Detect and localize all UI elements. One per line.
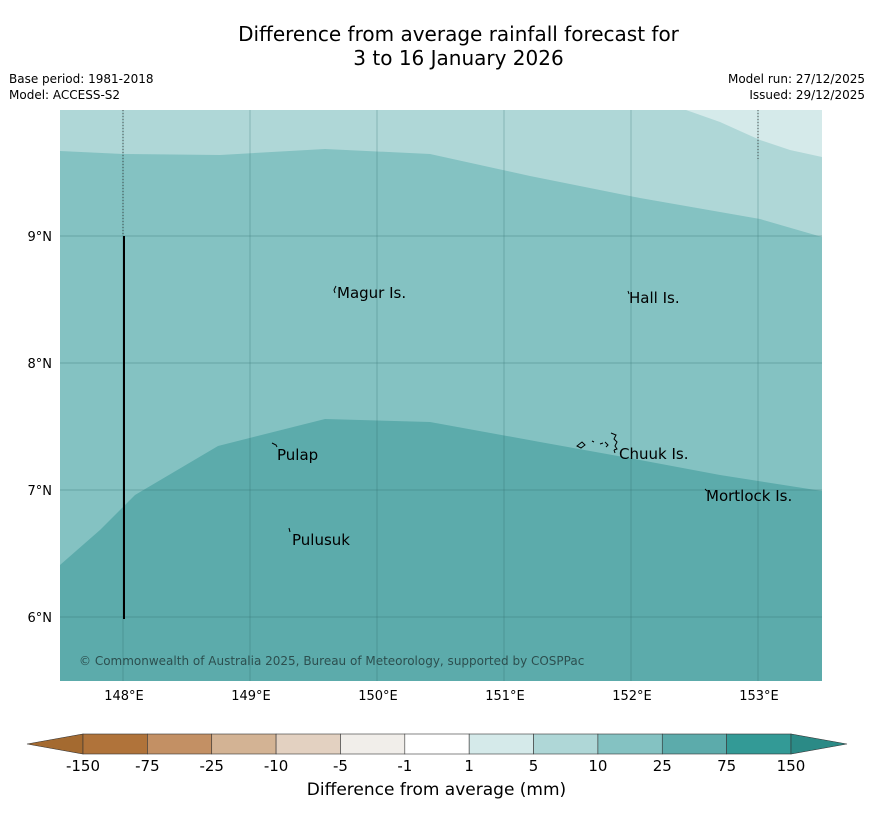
zone-1-5: [686, 110, 822, 157]
lat-axis-labels: 9°N 8°N 7°N 6°N: [28, 230, 53, 626]
lon-axis-labels: 148°E 149°E 150°E 151°E 152°E 153°E: [104, 689, 779, 704]
map-fill: [60, 110, 822, 681]
colorbar-tick-label: -150: [66, 757, 100, 775]
colorbar-segment: [340, 733, 406, 755]
island-hall-shape: [627, 290, 630, 295]
lon-label: 148°E: [104, 689, 144, 704]
place-label: Hall Is.: [629, 289, 680, 307]
colorbar-segment: [661, 733, 727, 755]
chart-title: Difference from average rainfall forecas…: [0, 22, 873, 70]
colorbar-segment: [82, 733, 148, 755]
lat-label: 7°N: [28, 484, 53, 499]
colorbar: -150 -75 -25 -10 -5 -1 1 5 10 25 75 150: [26, 733, 848, 775]
chuuk-lagoon-shape: [576, 432, 618, 454]
zone-25-75: [60, 419, 822, 681]
model-label: Model: ACCESS-S2: [9, 88, 121, 102]
place-label: Chuuk Is.: [619, 445, 688, 463]
colorbar-tick-label: 10: [588, 757, 607, 775]
colorbar-tick-label: 1: [464, 757, 474, 775]
model-run-label: Model run: 27/12/2025: [727, 72, 865, 86]
title-line-2: 3 to 16 January 2026: [353, 46, 564, 70]
colorbar-segment: [275, 733, 341, 755]
colorbar-segment: [726, 733, 792, 755]
lon-label: 151°E: [485, 689, 525, 704]
meta-left: Base period: 1981-2018 Model: ACCESS-S2: [9, 71, 154, 103]
lon-label: 150°E: [358, 689, 398, 704]
colorbar-segment: [597, 733, 663, 755]
colorbar-segment: [147, 733, 213, 755]
lat-label: 6°N: [28, 611, 53, 626]
colorbar-tick-label: -1: [397, 757, 412, 775]
place-label: Mortlock Is.: [706, 487, 792, 505]
colorbar-tick-label: 75: [717, 757, 736, 775]
lat-label: 9°N: [28, 230, 53, 245]
colorbar-tick-label: -75: [135, 757, 160, 775]
colorbar-segment: [533, 733, 599, 755]
place-label: Magur Is.: [337, 284, 406, 302]
island-magur-shape: [333, 285, 337, 294]
base-period-label: Base period: 1981-2018: [9, 72, 154, 86]
meta-right: Model run: 27/12/2025 Issued: 29/12/2025: [728, 71, 865, 103]
colorbar-tick-label: -25: [199, 757, 224, 775]
colorbar-segment: [468, 733, 534, 755]
lon-label: 152°E: [612, 689, 652, 704]
title-line-1: Difference from average rainfall forecas…: [238, 22, 679, 46]
lon-label: 149°E: [231, 689, 271, 704]
colorbar-extend-low: [26, 733, 84, 755]
colorbar-segment: [211, 733, 277, 755]
issued-label: Issued: 29/12/2025: [749, 88, 865, 102]
colorbar-tick-label: -10: [264, 757, 289, 775]
colorbar-tick-label: 25: [653, 757, 672, 775]
place-label: Pulap: [277, 446, 318, 464]
gridlines: [60, 110, 822, 681]
colorbar-extend-high: [790, 733, 848, 755]
island-shapes: [271, 285, 708, 533]
colorbar-tick-label: 5: [529, 757, 539, 775]
island-mortlock-shape: [704, 488, 708, 492]
copyright-notice: © Commonwealth of Australia 2025, Bureau…: [79, 654, 584, 668]
colorbar-tick-label: -5: [333, 757, 348, 775]
lat-label: 8°N: [28, 357, 53, 372]
colorbar-segment: [404, 733, 470, 755]
island-pulap-shape: [271, 442, 278, 448]
colorbar-title: Difference from average (mm): [306, 780, 567, 800]
lon-label: 153°E: [739, 689, 779, 704]
place-labels: Magur Is. Hall Is. Pulap Chuuk Is. Mortl…: [277, 284, 792, 549]
colorbar-tick-label: 150: [777, 757, 806, 775]
island-pulusuk-shape: [288, 527, 291, 533]
place-label: Pulusuk: [292, 531, 350, 549]
